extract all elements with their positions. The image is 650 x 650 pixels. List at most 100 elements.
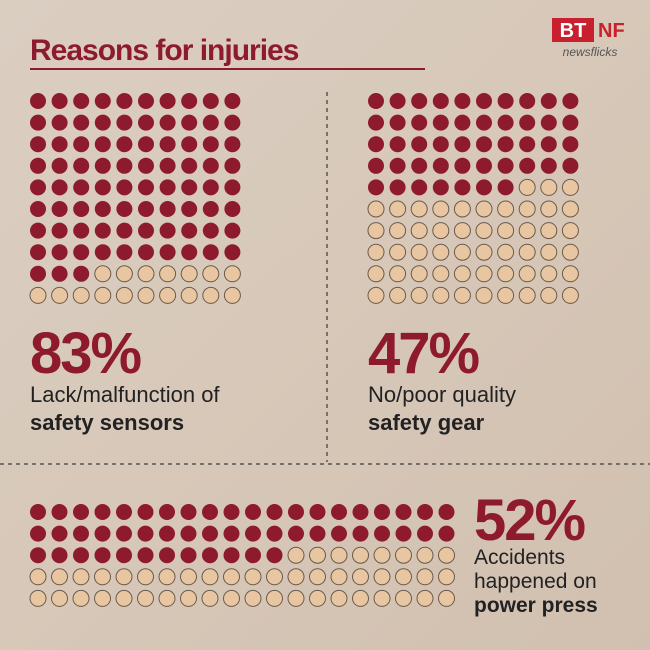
waffle-dot-empty bbox=[287, 568, 305, 586]
waffle-dot-filled bbox=[159, 93, 176, 109]
waffle-dot-empty bbox=[410, 286, 428, 304]
waffle-dot-filled bbox=[116, 222, 133, 239]
waffle-dot-empty bbox=[497, 222, 515, 240]
waffle-dot-empty bbox=[518, 286, 536, 304]
waffle-dot-filled bbox=[432, 157, 449, 174]
waffle-dot-filled bbox=[94, 222, 111, 239]
waffle-dot-filled bbox=[30, 244, 46, 261]
waffle-dot-filled bbox=[223, 525, 240, 542]
waffle-dot-filled bbox=[30, 201, 46, 217]
waffle-dot-empty bbox=[137, 265, 155, 283]
waffle-dot-empty bbox=[180, 589, 197, 607]
waffle-dot-filled bbox=[159, 504, 175, 520]
waffle-dot-filled bbox=[94, 179, 111, 196]
waffle-dot-empty bbox=[438, 568, 455, 586]
title: Reasons for injuries bbox=[30, 34, 299, 67]
waffle-dot-empty bbox=[432, 243, 450, 261]
waffle-dot-filled bbox=[331, 504, 347, 520]
waffle-dot-filled bbox=[116, 244, 133, 261]
waffle-dot-filled bbox=[476, 157, 492, 174]
waffle-dot-filled bbox=[389, 93, 406, 109]
waffle-dot-filled bbox=[181, 179, 198, 196]
waffle-dot-empty bbox=[223, 568, 240, 586]
waffle-dot-filled bbox=[224, 93, 241, 109]
description: Accidents happened on bbox=[474, 546, 597, 593]
waffle-dot-filled bbox=[454, 179, 471, 196]
waffle-dot-filled bbox=[245, 547, 261, 564]
waffle-dot-filled bbox=[374, 504, 390, 520]
waffle-dot-empty bbox=[180, 286, 198, 304]
waffle-dot-empty bbox=[180, 265, 198, 283]
waffle-dot-filled bbox=[374, 525, 390, 542]
waffle-dot-filled bbox=[181, 114, 198, 131]
waffle-dot-filled bbox=[562, 157, 579, 174]
waffle-dot-filled bbox=[181, 157, 198, 174]
waffle-dot-filled bbox=[395, 525, 412, 542]
waffle-dot-filled bbox=[116, 114, 133, 131]
waffle-dot-filled bbox=[519, 157, 536, 174]
waffle-dot-filled bbox=[116, 136, 133, 153]
waffle-dot-filled bbox=[137, 547, 154, 564]
waffle-dot-filled bbox=[159, 136, 176, 153]
waffle-dot-empty bbox=[223, 286, 241, 304]
waffle-dot-empty bbox=[540, 265, 558, 283]
waffle-dot-filled bbox=[73, 93, 90, 109]
waffle-dot-empty bbox=[453, 222, 471, 240]
waffle-dot-empty bbox=[352, 568, 369, 586]
waffle-dot-filled bbox=[138, 157, 154, 174]
waffle-dot-empty bbox=[410, 243, 428, 261]
waffle-dot-filled bbox=[224, 222, 241, 239]
waffle-dot-filled bbox=[454, 93, 471, 109]
waffle-dot-filled bbox=[223, 547, 240, 564]
waffle-dot-filled bbox=[51, 525, 68, 542]
waffle-dot-filled bbox=[202, 136, 219, 153]
waffle-dot-filled bbox=[202, 525, 218, 542]
waffle-dot-filled bbox=[73, 179, 90, 196]
waffle-dot-empty bbox=[223, 265, 241, 283]
waffle-dot-empty bbox=[158, 568, 176, 586]
waffle-dot-filled bbox=[224, 136, 241, 153]
waffle-dot-empty bbox=[497, 286, 515, 304]
waffle-dot-empty bbox=[561, 222, 579, 240]
waffle-dot-filled bbox=[454, 136, 471, 153]
waffle-dot-filled bbox=[476, 136, 492, 153]
waffle-dot-filled bbox=[368, 136, 384, 153]
waffle-dot-empty bbox=[475, 243, 493, 261]
waffle-dot-empty bbox=[497, 265, 515, 283]
waffle-dot-filled bbox=[368, 157, 384, 174]
waffle-dot-empty bbox=[453, 286, 471, 304]
waffle-dot-filled bbox=[202, 179, 219, 196]
waffle-dot-filled bbox=[562, 114, 579, 131]
waffle-dot-empty bbox=[244, 568, 262, 586]
waffle-dot-filled bbox=[245, 504, 261, 520]
waffle-dot-filled bbox=[30, 547, 46, 564]
waffle-dot-empty bbox=[410, 222, 428, 240]
waffle-dot-filled bbox=[73, 244, 90, 261]
waffle-dot-filled bbox=[94, 114, 111, 131]
waffle-dot-filled bbox=[438, 525, 455, 542]
waffle-dot-filled bbox=[73, 201, 90, 217]
waffle-dot-filled bbox=[51, 265, 68, 282]
waffle-dot-filled bbox=[476, 114, 492, 131]
waffle-dot-empty bbox=[438, 546, 455, 564]
waffle-dot-empty bbox=[518, 222, 536, 240]
waffle-dot-filled bbox=[368, 114, 384, 131]
waffle-dot-filled bbox=[389, 179, 406, 196]
waffle-dot-empty bbox=[475, 200, 493, 218]
percent-value: 52% bbox=[474, 488, 586, 553]
waffle-dot-filled bbox=[438, 504, 455, 520]
waffle-dot-empty bbox=[180, 568, 197, 586]
waffle-dot-empty bbox=[72, 589, 90, 607]
waffle-dot-filled bbox=[266, 504, 283, 520]
waffle-dot-filled bbox=[30, 222, 46, 239]
waffle-dot-filled bbox=[497, 93, 514, 109]
waffle-dot-empty bbox=[373, 568, 391, 586]
waffle-dot-empty bbox=[266, 568, 283, 586]
waffle-dot-empty bbox=[72, 568, 90, 586]
waffle-dot-filled bbox=[411, 179, 428, 196]
waffle-dot-filled bbox=[202, 201, 219, 217]
waffle-dot-empty bbox=[202, 265, 220, 283]
waffle-dot-empty bbox=[330, 568, 348, 586]
waffle-dot-filled bbox=[138, 114, 154, 131]
